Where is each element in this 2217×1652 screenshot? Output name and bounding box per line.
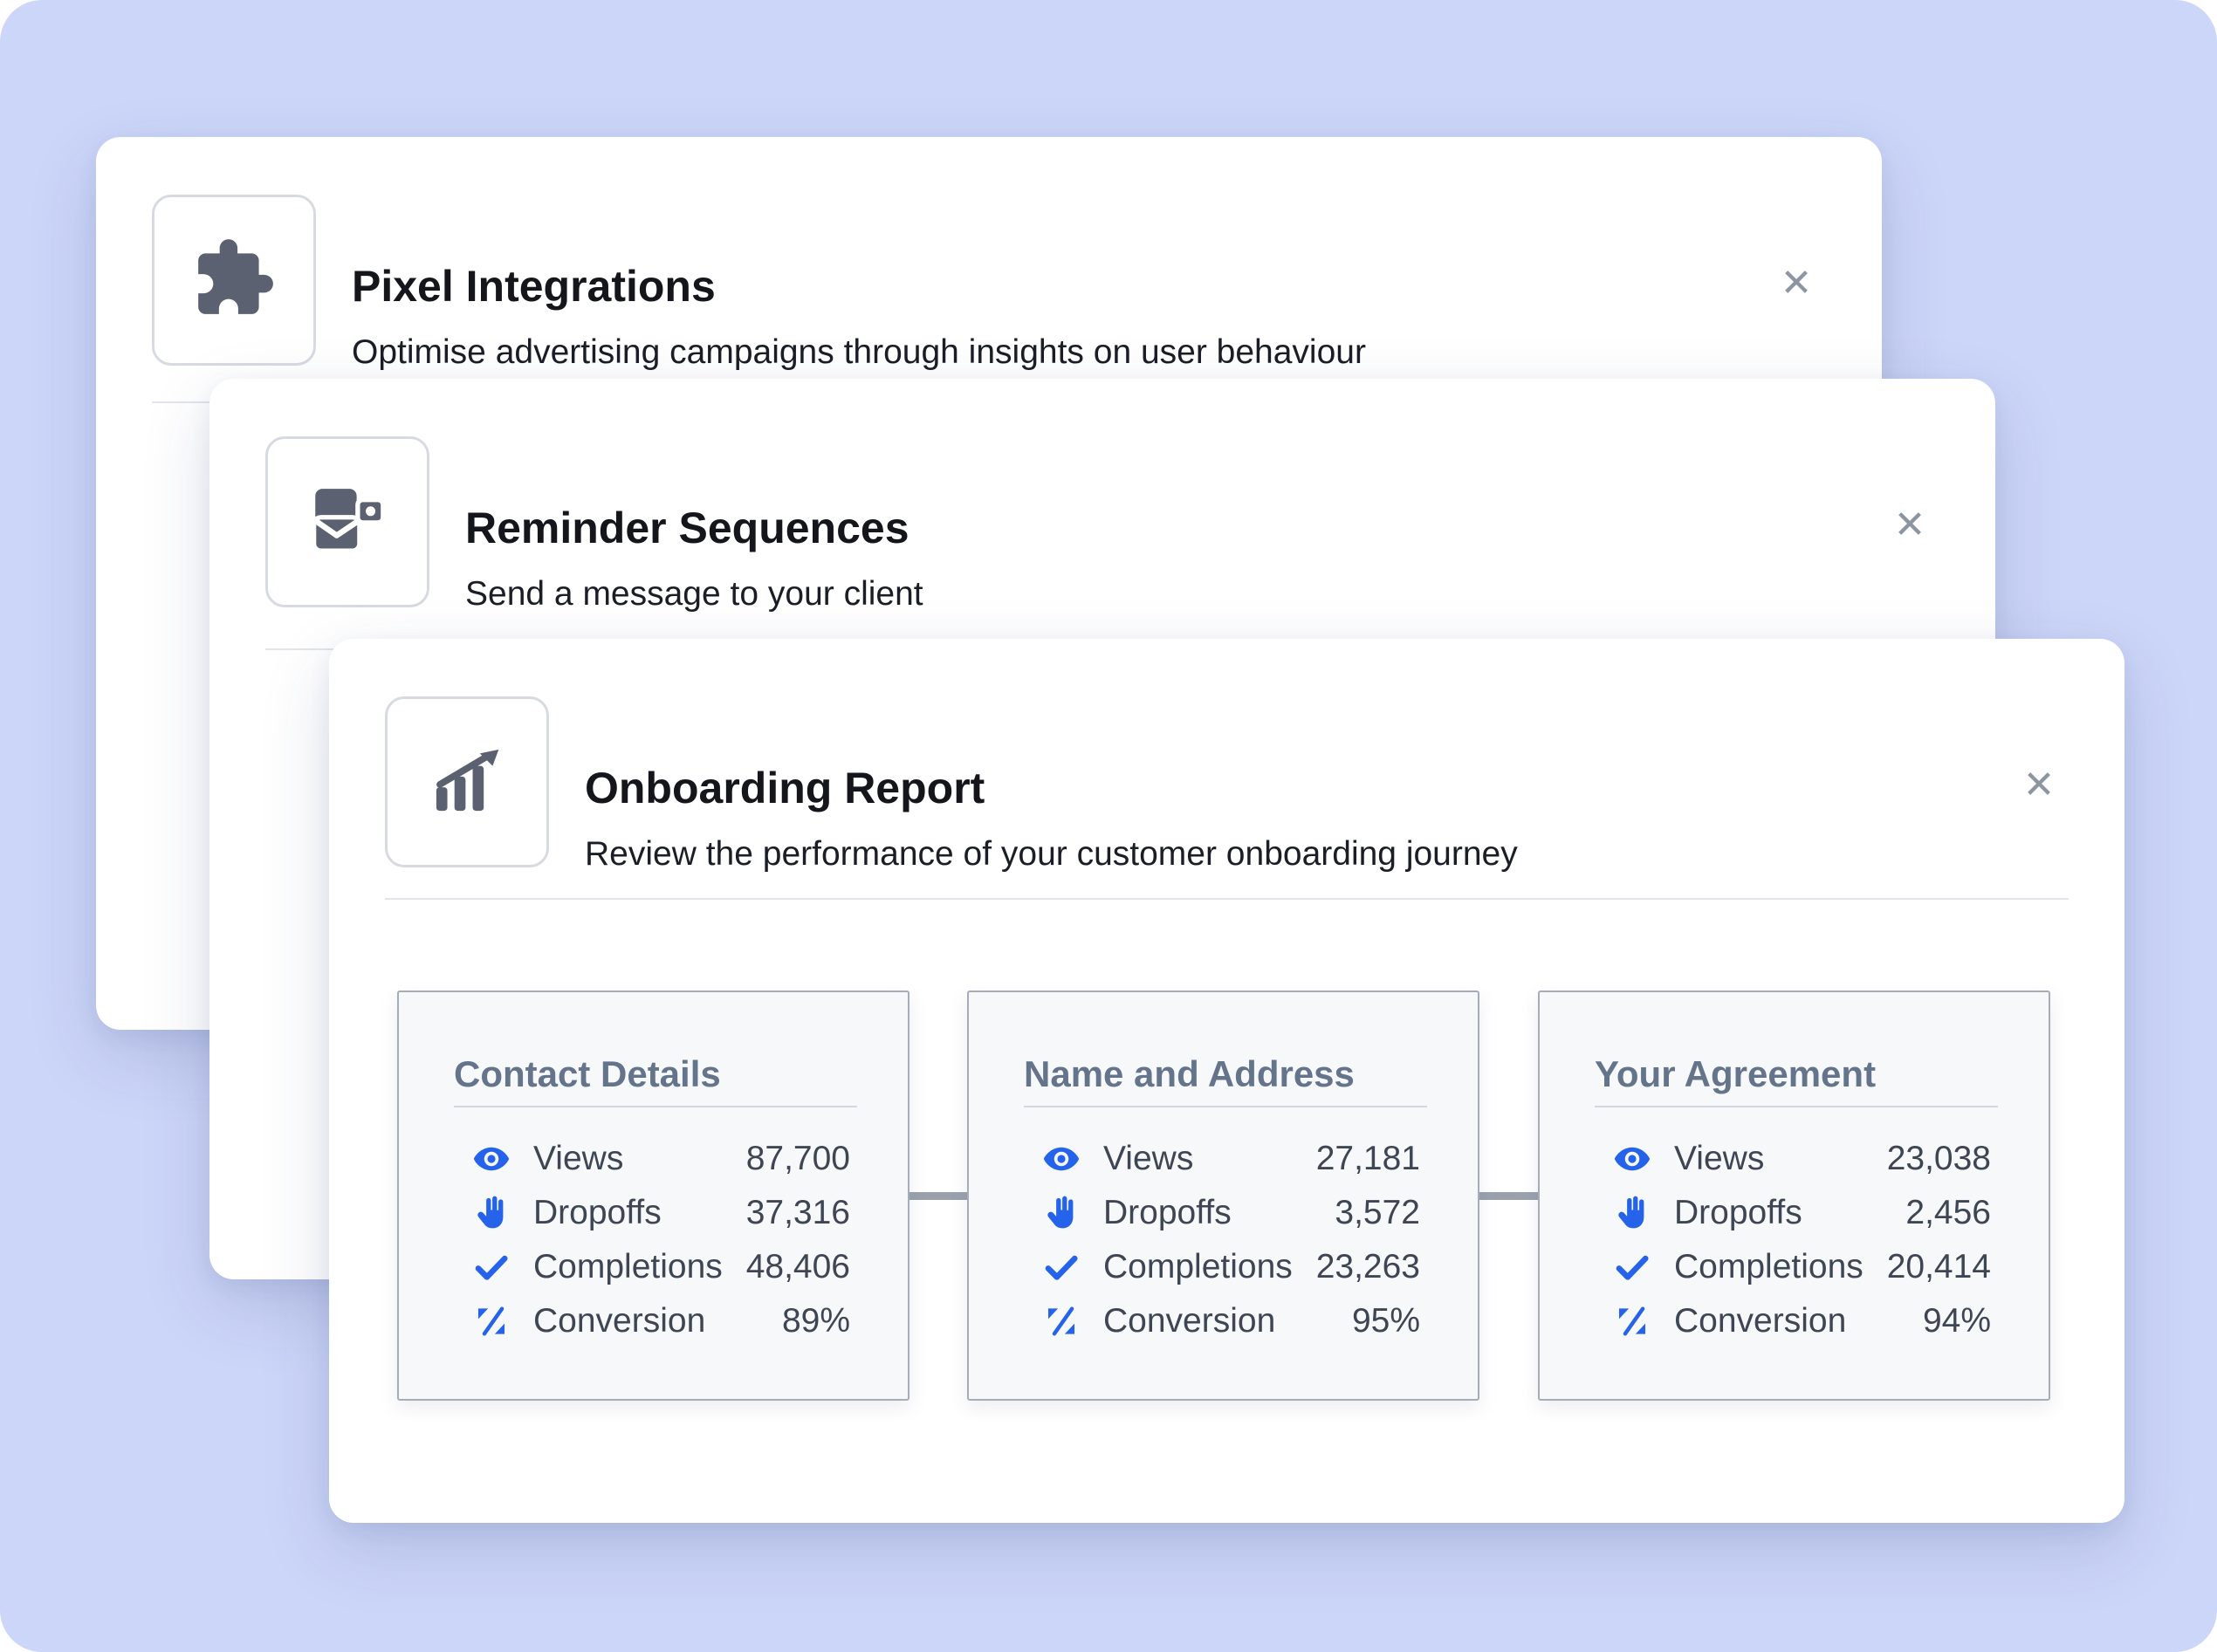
stat-row-views: Views 27,181 [1042, 1132, 1420, 1186]
stat-value: 23,263 [1315, 1248, 1420, 1285]
report-panel-your-agreement: Your Agreement Views 23,038 Dropoffs 2,4… [1538, 991, 2050, 1401]
chart-icon [424, 737, 510, 827]
hand-icon [472, 1194, 511, 1232]
panel-title: Your Agreement [1595, 1053, 1877, 1094]
card-title: Pixel Integrations [352, 261, 716, 311]
stat-label: Views [533, 1140, 624, 1177]
stat-value: 23,038 [1886, 1140, 1991, 1177]
card-onboarding-report: Onboarding Report Review the performance… [329, 639, 2124, 1523]
stat-label: Conversion [1103, 1302, 1276, 1340]
stat-row-conversion: Conversion 89% [472, 1294, 850, 1348]
puzzle-icon [191, 236, 277, 326]
check-icon [472, 1248, 511, 1286]
stat-row-completions: Completions 23,263 [1042, 1240, 1420, 1294]
close-icon: ✕ [2022, 764, 2056, 806]
report-panel-contact-details: Contact Details Views 87,700 Dropoffs 37… [397, 991, 909, 1401]
stat-value: 20,414 [1886, 1248, 1991, 1285]
stats-list: Views 27,181 Dropoffs 3,572 Completions … [1042, 1132, 1420, 1348]
panel-title: Name and Address [1024, 1053, 1355, 1094]
message-icon [305, 477, 390, 567]
stat-value: 27,181 [1315, 1140, 1420, 1177]
stat-label: Completions [1103, 1248, 1293, 1285]
close-button[interactable]: ✕ [1772, 259, 1821, 308]
card-icon-box [265, 436, 429, 607]
eye-icon [1042, 1140, 1081, 1178]
stat-label: Dropoffs [533, 1194, 662, 1231]
stat-row-conversion: Conversion 94% [1613, 1294, 1991, 1348]
report-panel-name-and-address: Name and Address Views 27,181 Dropoffs 3… [967, 991, 1479, 1401]
check-icon [1613, 1248, 1651, 1286]
panel-connector [1471, 1192, 1546, 1200]
stat-label: Dropoffs [1103, 1194, 1232, 1231]
close-icon: ✕ [1780, 262, 1813, 305]
panel-title-underline [1595, 1106, 1998, 1107]
stat-row-conversion: Conversion 95% [1042, 1294, 1420, 1348]
stats-list: Views 87,700 Dropoffs 37,316 Completions… [472, 1132, 850, 1348]
stat-label: Completions [1674, 1248, 1864, 1285]
card-icon-box [385, 696, 549, 867]
eye-icon [1613, 1140, 1651, 1178]
conversion-icon [1042, 1302, 1081, 1340]
stats-list: Views 23,038 Dropoffs 2,456 Completions … [1613, 1132, 1991, 1348]
stat-label: Dropoffs [1674, 1194, 1802, 1231]
eye-icon [472, 1140, 511, 1178]
stat-label: Completions [533, 1248, 723, 1285]
stat-value: 2,456 [1905, 1194, 1991, 1231]
stat-value: 94% [1922, 1302, 1991, 1340]
close-icon: ✕ [1893, 504, 1926, 546]
header-divider [385, 898, 2069, 900]
stat-row-dropoffs: Dropoffs 2,456 [1613, 1186, 1991, 1240]
stat-value: 37,316 [745, 1194, 850, 1231]
panel-title: Contact Details [454, 1053, 721, 1094]
stat-value: 87,700 [745, 1140, 850, 1177]
card-subtitle: Review the performance of your customer … [585, 835, 1518, 873]
card-title: Onboarding Report [585, 763, 985, 812]
panel-connector [901, 1192, 976, 1200]
hand-icon [1042, 1194, 1081, 1232]
close-button[interactable]: ✕ [1885, 501, 1934, 550]
stat-value: 48,406 [745, 1248, 850, 1285]
stat-label: Views [1674, 1140, 1765, 1177]
conversion-icon [1613, 1302, 1651, 1340]
stat-row-completions: Completions 20,414 [1613, 1240, 1991, 1294]
stat-label: Conversion [1674, 1302, 1847, 1340]
stat-value: 95% [1351, 1302, 1420, 1340]
stat-label: Conversion [533, 1302, 706, 1340]
stat-row-views: Views 23,038 [1613, 1132, 1991, 1186]
check-icon [1042, 1248, 1081, 1286]
stat-row-completions: Completions 48,406 [472, 1240, 850, 1294]
stat-row-views: Views 87,700 [472, 1132, 850, 1186]
close-button[interactable]: ✕ [2015, 761, 2063, 810]
stat-label: Views [1103, 1140, 1194, 1177]
card-subtitle: Send a message to your client [465, 575, 923, 613]
card-title: Reminder Sequences [465, 503, 909, 552]
panel-title-underline [454, 1106, 857, 1107]
panel-title-underline [1024, 1106, 1427, 1107]
hand-icon [1613, 1194, 1651, 1232]
stat-value: 89% [781, 1302, 850, 1340]
card-icon-box [152, 195, 316, 366]
stat-value: 3,572 [1335, 1194, 1420, 1231]
conversion-icon [472, 1302, 511, 1340]
stat-row-dropoffs: Dropoffs 37,316 [472, 1186, 850, 1240]
card-subtitle: Optimise advertising campaigns through i… [352, 333, 1366, 371]
stat-row-dropoffs: Dropoffs 3,572 [1042, 1186, 1420, 1240]
